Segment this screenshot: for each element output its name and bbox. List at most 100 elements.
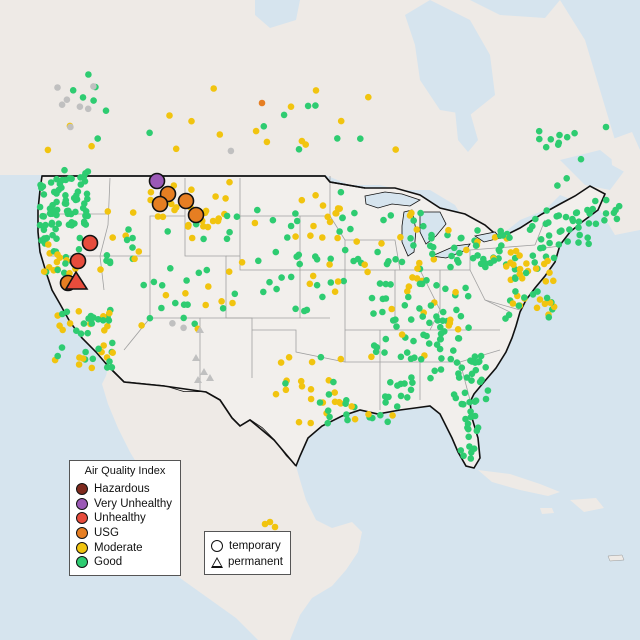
site-marker (295, 146, 303, 153)
site-marker (82, 221, 90, 228)
site-marker (307, 395, 315, 403)
site-marker (292, 233, 299, 240)
site-marker (452, 394, 460, 402)
site-marker (138, 322, 145, 329)
site-marker (123, 236, 131, 244)
site-marker (426, 242, 434, 250)
site-marker (407, 316, 415, 323)
site-marker (556, 131, 563, 139)
legend-label: permanent (228, 556, 283, 568)
legend-label: Very Unhealthy (94, 497, 172, 510)
site-marker (40, 191, 48, 198)
site-marker (427, 374, 434, 382)
puerto-rico (607, 554, 625, 562)
site-marker (42, 221, 49, 229)
site-marker (58, 101, 66, 108)
site-marker (326, 413, 333, 421)
site-marker (334, 278, 342, 285)
site-marker (287, 103, 295, 110)
permanent-monitor (64, 270, 89, 290)
site-marker (263, 138, 271, 146)
site-marker (324, 419, 332, 427)
site-marker (101, 327, 108, 334)
site-marker (465, 433, 473, 441)
site-marker (341, 246, 349, 254)
site-marker (229, 299, 236, 307)
site-marker (298, 383, 306, 390)
site-marker (66, 175, 73, 182)
site-marker (547, 136, 555, 143)
site-marker (455, 374, 463, 381)
site-marker (484, 387, 492, 394)
james-bay (455, 110, 478, 152)
site-marker (576, 231, 583, 239)
aqi-legend: Air Quality Index Hazardous Very Unhealt… (69, 460, 181, 576)
site-marker (467, 455, 475, 462)
site-marker (364, 268, 371, 276)
site-marker (304, 102, 312, 110)
site-marker (437, 335, 445, 343)
triangle-icon (211, 556, 223, 568)
site-marker (379, 295, 387, 303)
site-marker (460, 401, 467, 408)
site-marker (106, 358, 113, 365)
site-marker (313, 281, 321, 289)
site-marker (316, 399, 324, 406)
site-marker (79, 355, 87, 362)
site-marker (103, 252, 111, 259)
circle-icon (211, 540, 223, 552)
site-marker (226, 178, 233, 186)
site-marker (54, 84, 61, 91)
site-marker (84, 105, 92, 113)
site-marker (271, 523, 279, 531)
site-marker (458, 234, 465, 242)
site-marker (302, 141, 310, 148)
site-marker (310, 222, 317, 230)
site-marker (146, 314, 154, 322)
site-marker (331, 389, 339, 396)
site-marker (516, 265, 524, 273)
site-marker (272, 390, 280, 398)
border-us-canada (42, 175, 366, 189)
site-marker (158, 304, 165, 312)
site-marker (473, 427, 481, 435)
site-marker (76, 103, 84, 110)
site-marker (223, 212, 231, 220)
site-marker (340, 277, 348, 285)
site-marker (410, 217, 418, 224)
site-marker (79, 94, 87, 101)
site-marker (397, 353, 405, 361)
site-marker (470, 445, 478, 453)
site-marker (452, 288, 459, 296)
site-marker (284, 234, 291, 241)
site-marker (216, 131, 224, 138)
site-marker (202, 301, 209, 309)
site-marker (75, 361, 83, 368)
site-marker (427, 302, 435, 309)
site-marker (47, 179, 55, 186)
site-marker (188, 186, 195, 193)
site-marker (397, 380, 405, 388)
site-marker (377, 411, 384, 419)
site-marker (53, 235, 60, 242)
site-marker (455, 335, 463, 342)
site-marker (502, 315, 509, 322)
site-marker (457, 447, 465, 454)
site-marker (535, 127, 543, 135)
site-marker (81, 178, 89, 185)
site-marker (392, 316, 399, 324)
arctic-water (255, 0, 560, 28)
site-marker (287, 222, 295, 230)
site-marker (563, 175, 570, 182)
site-marker (212, 193, 219, 200)
site-marker (545, 232, 553, 239)
site-marker (482, 395, 490, 403)
site-marker (191, 320, 198, 328)
site-marker (180, 314, 187, 322)
site-marker (252, 127, 260, 135)
site-marker (354, 255, 362, 263)
site-marker (477, 352, 485, 360)
site-marker (62, 260, 69, 267)
site-marker (159, 213, 167, 221)
site-marker (309, 272, 317, 280)
